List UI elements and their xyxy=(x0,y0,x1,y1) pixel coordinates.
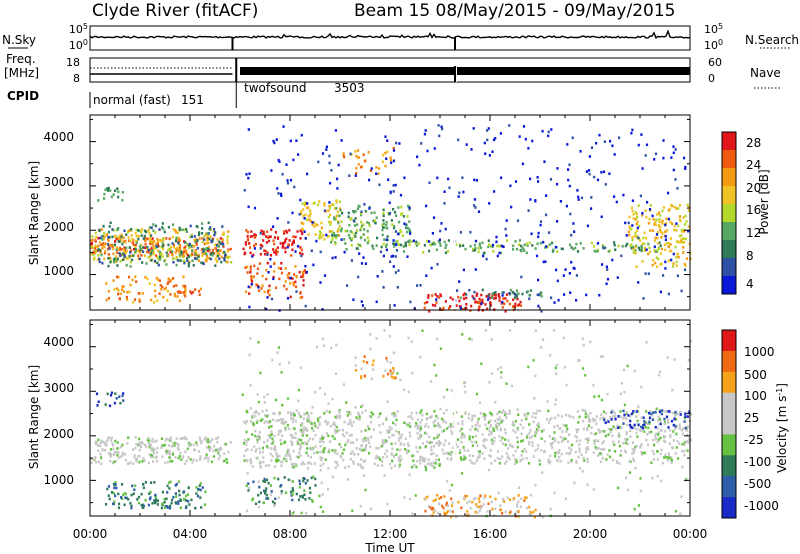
cpid-mode-1-name: normal (fast) xyxy=(93,93,171,107)
data-layer xyxy=(89,25,737,519)
freq-left-tick-bottom: 8 xyxy=(73,72,80,85)
velocity-ytick-3000: 3000 xyxy=(43,381,74,395)
nsearch-label: N.Search xyxy=(745,33,799,47)
noise-left-tick-top: 105 xyxy=(69,22,88,37)
power-colorbar-frame xyxy=(721,131,737,295)
freq-unit-label: [MHz] xyxy=(4,66,39,80)
power-gap-2 xyxy=(453,115,456,310)
plot-subtitle: Beam 15 08/May/2015 - 09/May/2015 xyxy=(354,1,675,21)
velocity-ytick-1000: 1000 xyxy=(43,473,74,487)
velocity-colorbar-swatch xyxy=(722,350,736,373)
noise-right-tick-top: 105 xyxy=(704,22,723,37)
power-colorbar-swatch xyxy=(722,168,736,187)
velocity-cbar-tick-minus500: -500 xyxy=(744,477,771,491)
velocity-cbar-tick-minus1000: -1000 xyxy=(744,499,779,513)
power-colorbar-swatch xyxy=(722,132,736,151)
power-ytick-2000: 2000 xyxy=(43,220,74,234)
velocity-colorbar-swatch xyxy=(722,392,736,415)
freq-left-tick-top: 18 xyxy=(66,56,80,69)
xtick-0000-end: 00:00 xyxy=(673,527,708,541)
velocity-cbar-tick-500: 500 xyxy=(744,368,767,382)
velocity-ylabel: Slant Range [km] xyxy=(27,365,41,469)
power-colorbar-swatch xyxy=(722,276,736,295)
velocity-ytick-4000: 4000 xyxy=(43,335,74,349)
power-gap-1 xyxy=(232,115,242,310)
power-ytick-3000: 3000 xyxy=(43,175,74,189)
velocity-heatmap-cells xyxy=(90,329,693,519)
power-cbar-tick-16: 16 xyxy=(746,203,761,217)
power-cbar-tick-8: 8 xyxy=(746,249,754,263)
cpid-mode-2-name: twofsound xyxy=(244,81,307,95)
velocity-cbar-tick-minus100: -100 xyxy=(744,455,771,469)
velocity-colorbar-swatch xyxy=(722,476,736,498)
nave-label: Nave xyxy=(750,66,781,80)
cpid-mode-2-id: 3503 xyxy=(334,81,365,95)
velocity-gap-2 xyxy=(453,320,456,516)
velocity-cbar-tick-25: 25 xyxy=(744,411,759,425)
freq-trace-twofsound xyxy=(240,67,690,75)
power-cbar-tick-12: 12 xyxy=(746,226,761,240)
power-cbar-tick-4: 4 xyxy=(746,277,754,291)
velocity-colorbar-swatch xyxy=(722,371,736,394)
freq-label: Freq. xyxy=(6,52,36,66)
velocity-colorbar-swatch xyxy=(722,497,736,519)
noise-right-tick-bottom: 100 xyxy=(704,38,723,53)
xtick-0400: 04:00 xyxy=(173,527,208,541)
velocity-cbar-tick-100: 100 xyxy=(744,389,767,403)
velocity-cbar-tick-1000: 1000 xyxy=(744,345,775,359)
power-colorbar-swatch xyxy=(722,186,736,205)
power-ytick-1000: 1000 xyxy=(43,264,74,278)
velocity-gap-1 xyxy=(232,320,242,516)
nsky-label: N.Sky xyxy=(2,33,36,47)
power-colorbar-swatch xyxy=(722,150,736,169)
xaxis-label: Time UT xyxy=(364,541,415,554)
velocity-cbar-tick-minus25: -25 xyxy=(744,433,764,447)
power-cbar-tick-28: 28 xyxy=(746,136,761,150)
velocity-colorbar-swatch xyxy=(722,434,736,456)
freq-right-tick-top: 60 xyxy=(708,56,722,69)
xtick-1600: 16:00 xyxy=(473,527,508,541)
freq-right-tick-bottom: 0 xyxy=(708,72,715,85)
power-colorbar-swatch xyxy=(722,258,736,277)
power-cbar-label: Power [dB] xyxy=(757,169,771,234)
xtick-0000: 00:00 xyxy=(73,527,108,541)
noise-sky-trace xyxy=(89,29,691,40)
power-cbar-tick-24: 24 xyxy=(746,158,761,172)
velocity-ytick-2000: 2000 xyxy=(43,427,74,441)
velocity-colorbar-swatch xyxy=(722,455,736,477)
power-colorbar-swatch xyxy=(722,222,736,241)
plot-title: Clyde River (fitACF) xyxy=(92,1,258,21)
xtick-1200: 12:00 xyxy=(373,527,408,541)
power-ylabel: Slant Range [km] xyxy=(27,161,41,265)
power-colorbar-swatch xyxy=(722,204,736,223)
velocity-cbar-label: Velocity [m s-1] xyxy=(775,383,790,473)
xtick-0800: 08:00 xyxy=(273,527,308,541)
velocity-colorbar-frame xyxy=(721,329,737,519)
noise-left-tick-bottom: 100 xyxy=(69,38,88,53)
power-heatmap-cells xyxy=(90,124,692,313)
cpid-mode-1-id: 151 xyxy=(181,93,204,107)
velocity-colorbar-swatch xyxy=(722,413,736,435)
power-colorbar-swatch xyxy=(722,240,736,259)
power-cbar-tick-20: 20 xyxy=(746,181,761,195)
velocity-colorbar-swatch xyxy=(722,330,736,352)
cpid-label: CPID xyxy=(7,89,39,103)
xtick-2000: 20:00 xyxy=(573,527,608,541)
power-ytick-4000: 4000 xyxy=(43,130,74,144)
